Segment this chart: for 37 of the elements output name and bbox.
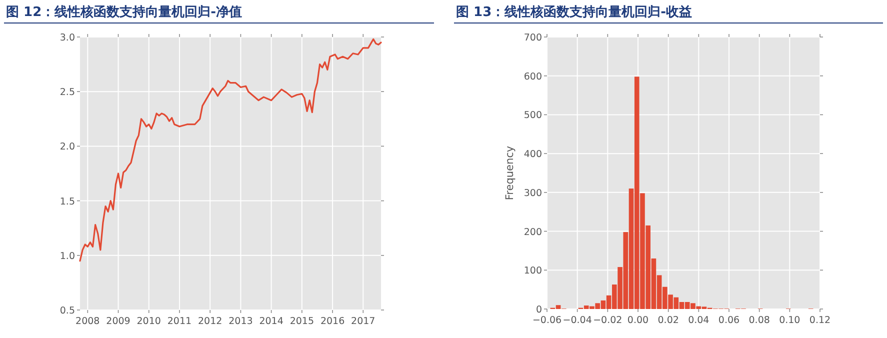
x-tick-label: 0.06 <box>718 315 740 326</box>
y-axis-title: Frequency <box>504 146 516 200</box>
y-tick-label: 700 <box>524 32 542 44</box>
x-tick-label: 2013 <box>228 316 253 327</box>
y-tick-label: 500 <box>524 110 542 122</box>
y-tick-label: 1.0 <box>60 250 75 262</box>
x-tick-label: −0.06 <box>532 315 562 326</box>
y-tick-label: 2.5 <box>60 87 75 98</box>
x-tick-label: 2008 <box>76 316 100 327</box>
y-tick-label: 300 <box>524 188 542 199</box>
x-tick-label: 2012 <box>198 316 222 327</box>
x-tick-label: 0.02 <box>658 315 679 326</box>
y-tick-label: 1.5 <box>60 196 75 208</box>
chart-title: 图 12：线性核函数支持向量机回归-净值 <box>6 4 242 20</box>
y-tick-label: 0.5 <box>60 306 75 316</box>
x-tick-label: 2014 <box>259 316 284 327</box>
chart-title: 图 13：线性核函数支持向量机回归-收益 <box>456 4 692 20</box>
y-tick-label: 2.0 <box>60 142 75 153</box>
x-tick-label: 2015 <box>290 316 314 327</box>
y-tick-label: 100 <box>524 266 542 277</box>
x-tick-label: 2016 <box>320 316 345 327</box>
x-tick-label: 0.12 <box>809 315 831 326</box>
x-tick-label: 0.08 <box>748 315 770 326</box>
y-tick-label: 3.0 <box>60 32 75 44</box>
y-tick-label: 600 <box>524 71 542 82</box>
y-tick-label: 0 <box>536 304 542 316</box>
x-tick-label: 0.00 <box>627 315 649 326</box>
x-tick-label: −0.02 <box>593 315 622 326</box>
x-tick-label: 2010 <box>136 316 161 327</box>
x-tick-label: 0.10 <box>779 315 800 326</box>
y-tick-label: 400 <box>524 149 542 160</box>
x-tick-label: −0.04 <box>562 315 592 326</box>
x-tick-label: 2017 <box>351 316 376 327</box>
x-tick-label: 2011 <box>167 316 192 327</box>
x-tick-label: 0.04 <box>688 315 710 326</box>
y-tick-label: 200 <box>524 226 542 238</box>
x-tick-label: 2009 <box>106 316 130 327</box>
